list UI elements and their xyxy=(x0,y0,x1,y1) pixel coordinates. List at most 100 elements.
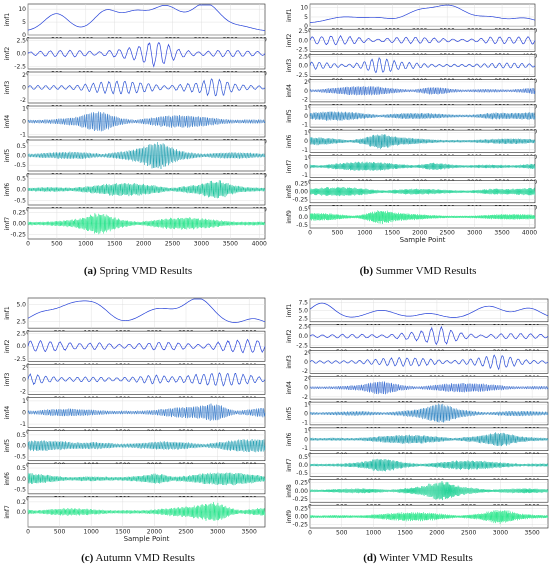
subplot-imf9: -0.50.00.5 imf9 0 500 1000 1500 2000 2500 3000 35… xyxy=(286,205,537,237)
ytick-label: -0.5 xyxy=(14,198,26,205)
series-line-imf9 xyxy=(309,210,536,224)
series-label-imf7: imf7 xyxy=(286,458,293,472)
series-label-imf3: imf3 xyxy=(4,372,11,386)
xtick-label: 1000 xyxy=(366,530,381,537)
series-label-imf6: imf6 xyxy=(286,134,293,148)
ytick-label: 0 xyxy=(304,411,308,418)
ytick-label: -2.5 xyxy=(296,343,308,350)
xtick-label: 2000 xyxy=(429,530,444,537)
ytick-label: 2 xyxy=(304,79,308,86)
xtick-label: 3500 xyxy=(524,530,539,537)
xtick-label: 1000 xyxy=(357,230,372,237)
xtick-label: 4000 xyxy=(252,241,267,248)
caption-autumn-text: Autumn VMD Results xyxy=(95,552,195,564)
ytick-label: 0.2 xyxy=(16,499,26,506)
ytick-label: -1 xyxy=(302,445,308,452)
xtick-label: 2500 xyxy=(165,241,180,248)
series-line-imf6 xyxy=(27,472,266,486)
series-label-imf4: imf4 xyxy=(4,406,11,420)
subplot-imf6: -0.50.00.5imf605001000150020002500300035… xyxy=(4,463,266,502)
ytick-label: 0 xyxy=(22,85,26,92)
ytick-label: 0.5 xyxy=(16,432,26,439)
ytick-label: -2.5 xyxy=(14,63,26,70)
xtick-label: 2500 xyxy=(178,529,193,536)
caption-winter: (d) Winter VMD Results xyxy=(363,552,472,564)
x-axis-label: Sample Point xyxy=(124,535,170,543)
chart-c: 2.5 5.0 imf1 0 500 1000 1500 2000 2500 3000 3500 -2… xyxy=(4,297,266,543)
subplot-imf6: -0.50.00.5imf605001000150020002500300035… xyxy=(4,173,267,214)
ytick-label: -0.5 xyxy=(296,222,308,229)
ytick-label: 0.5 xyxy=(16,143,26,150)
ytick-label: -2 xyxy=(20,388,26,395)
ytick-label: 0 xyxy=(304,163,308,170)
ytick-label: 0.00 xyxy=(295,514,309,521)
ytick-label: 0 xyxy=(304,113,308,120)
subplot-imf4: -101imf405001000150020002500300035004000 xyxy=(4,106,267,146)
series-line-imf3 xyxy=(309,56,536,74)
ytick-label: 0.0 xyxy=(298,37,308,44)
ytick-label: 2.5 xyxy=(298,53,308,60)
axes-frame xyxy=(27,3,266,36)
ytick-label: 0.00 xyxy=(295,189,309,196)
series-label-imf5: imf5 xyxy=(4,439,11,453)
caption-summer: (b) Summer VMD Results xyxy=(360,265,477,277)
series-line-imf1 xyxy=(309,302,549,318)
xtick-label: 1500 xyxy=(115,529,130,536)
ytick-label: -2.5 xyxy=(296,72,308,79)
xtick-label: 3500 xyxy=(494,230,509,237)
ytick-label: 0 xyxy=(22,410,26,417)
xtick-label: 3000 xyxy=(194,241,209,248)
xtick-label: 3500 xyxy=(242,529,257,536)
series-label-imf1: imf1 xyxy=(286,303,293,317)
ytick-label: 0.0 xyxy=(16,343,26,350)
series-line-imf7 xyxy=(27,502,266,521)
caption-spring-text: Spring VMD Results xyxy=(99,265,193,277)
subplot-imf3: -202imf30500100015002000250030003500 xyxy=(4,363,266,403)
caption-winter-text: Winter VMD Results xyxy=(379,552,473,564)
ytick-label: 0.00 xyxy=(13,221,27,228)
caption-autumn-letter: (c) xyxy=(81,552,94,564)
series-line-imf4 xyxy=(309,381,549,395)
series-label-imf4: imf4 xyxy=(4,115,11,129)
xtick-label: 3000 xyxy=(467,230,482,237)
xtick-label: 2000 xyxy=(136,241,151,248)
chart-a: 0510imf105001000150020002500300035004000… xyxy=(4,3,267,248)
ytick-label: -0.25 xyxy=(10,232,26,239)
ytick-label: 5.0 xyxy=(16,302,26,309)
xtick-label: 0 xyxy=(26,529,30,536)
series-label-imf7: imf7 xyxy=(4,217,11,231)
ytick-label: -1 xyxy=(20,421,26,428)
ytick-label: 1 xyxy=(22,106,26,113)
series-line-imf2 xyxy=(27,42,266,68)
series-label-imf7: imf7 xyxy=(4,505,11,519)
series-line-imf4 xyxy=(27,111,266,132)
ytick-label: 0.0 xyxy=(16,187,26,194)
series-label-imf5: imf5 xyxy=(4,149,11,163)
series-line-imf6 xyxy=(27,180,266,199)
series-line-imf6 xyxy=(309,432,549,447)
ytick-label: -2 xyxy=(302,394,308,401)
series-line-imf5 xyxy=(309,403,549,423)
ytick-label: 2.5 xyxy=(16,38,26,45)
ytick-label: 0.25 xyxy=(295,505,309,512)
series-label-imf7: imf7 xyxy=(286,160,293,174)
ytick-label: 0 xyxy=(304,23,308,30)
ytick-label: 2 xyxy=(304,376,308,383)
ytick-label: -0.5 xyxy=(14,162,26,169)
series-label-imf6: imf6 xyxy=(4,183,11,197)
series-line-imf8 xyxy=(309,186,536,197)
subplot-imf7: 0.0 0.2 imf7 0 500 1000 1500 2000 2500 3000 3500 xyxy=(4,496,266,536)
subplot-imf2: -2.50.02.5imf205001000150020002500300035… xyxy=(4,38,267,78)
series-line-imf2 xyxy=(309,35,536,46)
series-label-imf3: imf3 xyxy=(4,81,11,95)
subplot-imf2: -2.50.02.5imf205001000150020002500300035… xyxy=(4,331,266,370)
ytick-label: -2 xyxy=(302,368,308,375)
series-label-imf1: imf1 xyxy=(4,306,11,320)
xtick-label: 1000 xyxy=(78,241,93,248)
series-label-imf2: imf2 xyxy=(286,33,293,47)
chart-d: 2.55.07.5imf1050010001500200025003000350… xyxy=(286,298,549,537)
xtick-label: 3000 xyxy=(493,530,508,537)
ytick-label: 0 xyxy=(304,138,308,145)
series-line-imf1 xyxy=(309,4,536,23)
series-label-imf1: imf1 xyxy=(286,8,293,22)
